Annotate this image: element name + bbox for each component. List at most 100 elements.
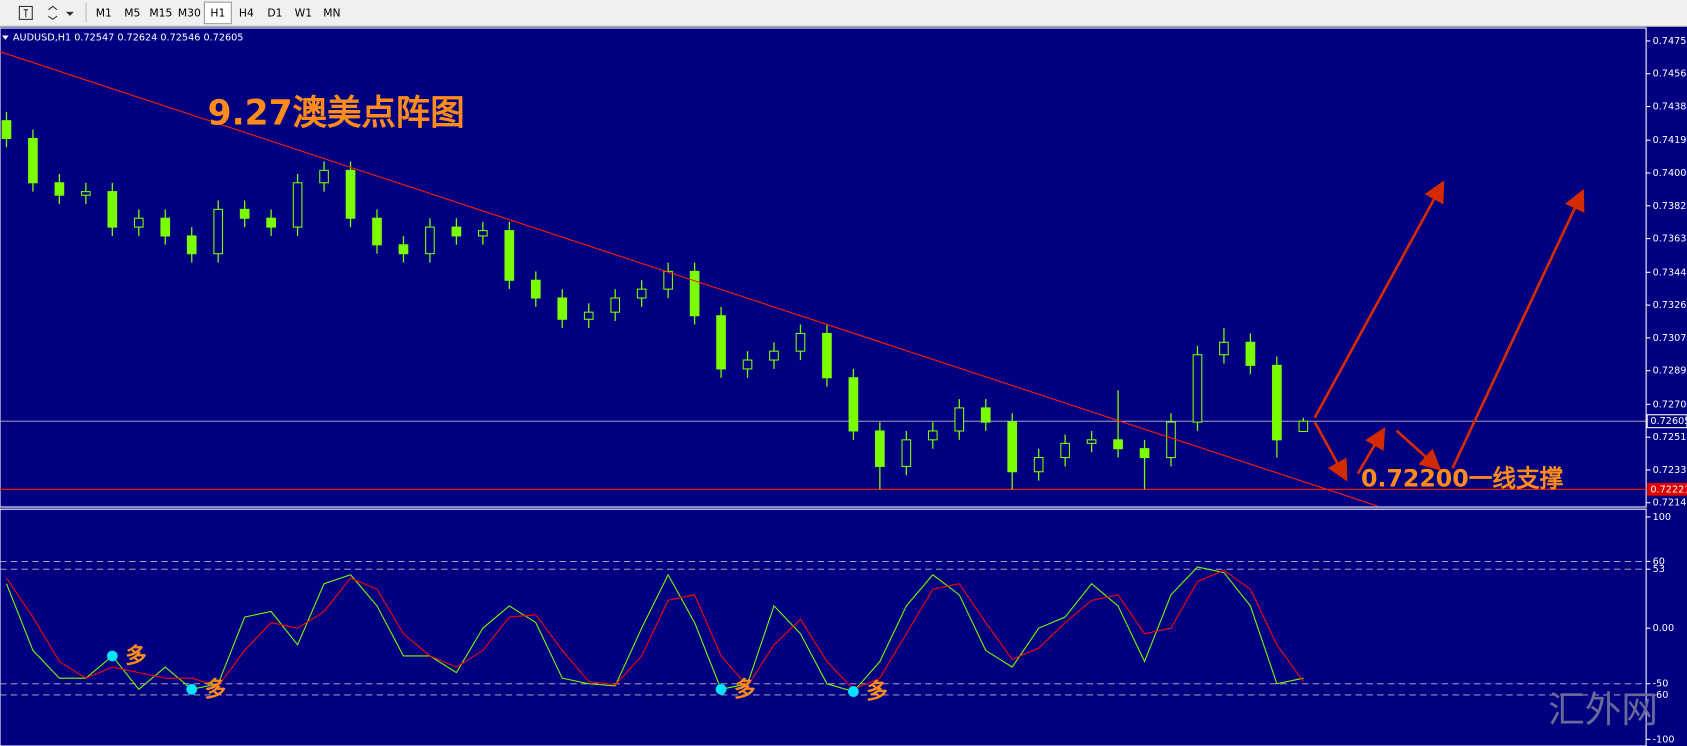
candle-body [1, 120, 12, 139]
toolbar-icons [18, 3, 87, 23]
candle-body [186, 235, 197, 255]
candle-body [954, 407, 965, 432]
toolbar [0, 0, 1687, 27]
support-label: 0.72200一线支撑 [1361, 465, 1564, 493]
candle-body [213, 208, 224, 255]
candle-body [583, 311, 594, 320]
timeframe-label[interactable]: W1 [295, 6, 312, 19]
y-tick-label: 53 [1653, 564, 1665, 575]
candle-body [1192, 354, 1203, 423]
signal-dot [106, 650, 118, 662]
arrow [1313, 180, 1445, 419]
timeframes: M1 M5 M15 M30 H1 H4 D1 W1 MN [96, 1, 341, 25]
arrow [1313, 421, 1348, 482]
candle-body [1272, 364, 1282, 441]
candle-body [742, 359, 753, 370]
timeframe-button[interactable] [203, 1, 232, 25]
candle-body [451, 226, 462, 237]
timeframe-label[interactable]: M30 [178, 6, 201, 19]
candle-body [1086, 439, 1097, 444]
y-tick-label: -100 [1653, 734, 1675, 745]
candle-body [636, 288, 647, 299]
annotation: 9.27澳美点阵图 [208, 94, 465, 134]
candle-body [1007, 421, 1018, 473]
candle-body [875, 430, 885, 467]
symbol-title: AUDUSD,H1 0.72547 0.72624 0.72546 0.7260… [13, 33, 244, 44]
support-price-label: 0.72221 [1650, 484, 1687, 495]
candle-body [980, 407, 991, 423]
timeframe-label[interactable]: M15 [149, 6, 172, 19]
text-tool[interactable] [18, 5, 33, 20]
support-price-tag [1647, 482, 1687, 496]
current-price-tag [1646, 414, 1687, 429]
candle-body [1219, 341, 1229, 356]
timeframe-label[interactable]: M1 [96, 6, 112, 19]
watermark: 汇外网 [1548, 688, 1658, 731]
y-tick-label: 0.73635 [1653, 234, 1687, 245]
signal-dot [848, 686, 859, 697]
candle-body [398, 244, 409, 255]
candle-body [1113, 439, 1123, 450]
candle-body [927, 430, 938, 441]
arrow [1356, 427, 1386, 475]
candle-body [504, 230, 515, 281]
candle-body [663, 270, 673, 290]
candle-body [319, 169, 329, 184]
arrow [1395, 429, 1442, 471]
y-tick-label: -50 [1653, 679, 1669, 690]
oscillator-chart: 10060530.00-50-60-100多多多多 [0, 512, 1675, 745]
candle-body [1060, 442, 1070, 459]
title-triangle [2, 35, 9, 40]
candle-body [1245, 341, 1256, 366]
candle-body [530, 279, 541, 299]
candle-body [266, 217, 276, 228]
candle-body [557, 297, 568, 320]
oscillator-panel [0, 508, 1647, 746]
trend-line [0, 51, 1378, 507]
signal-label: 多 [125, 643, 147, 669]
candle-body [1033, 457, 1044, 473]
timeframe-label[interactable]: MN [323, 6, 340, 19]
candle-body [769, 350, 779, 361]
y-tick-label: 0.74005 [1653, 168, 1687, 179]
arrows-tool[interactable] [48, 5, 58, 21]
y-tick-label: 100 [1653, 512, 1671, 523]
timeframe-label[interactable]: H4 [239, 6, 254, 19]
forecast-arrows [1313, 180, 1585, 482]
y-tick-label: 0.73075 [1653, 333, 1687, 344]
timeframe-label[interactable]: D1 [267, 6, 282, 19]
candle-body [1298, 420, 1309, 433]
text-tool-glyph [23, 9, 28, 18]
candle-body [107, 191, 118, 228]
y-tick-label: 0.72515 [1653, 432, 1687, 443]
y-tick-label: 0.74565 [1653, 69, 1687, 80]
candle-body [28, 137, 38, 184]
dropdown[interactable] [66, 11, 74, 16]
candle-body [795, 332, 806, 352]
candle-body [1139, 448, 1150, 459]
y-tick-label: 60 [1653, 556, 1665, 567]
signal-label: 多 [866, 679, 888, 705]
arrow [1451, 188, 1585, 469]
candle-body [425, 226, 435, 255]
y-tick-label: -60 [1653, 690, 1669, 701]
timeframe-label[interactable]: H1 [210, 6, 225, 19]
candle-body [133, 217, 144, 228]
candle-body [848, 377, 859, 432]
signal-dot [715, 683, 727, 695]
y-tick-label: 0.73445 [1653, 267, 1687, 278]
y-tick-label: 0.72145 [1653, 498, 1687, 509]
candle-body [610, 297, 621, 313]
timeframe-label[interactable]: M5 [124, 6, 140, 19]
candle-body [1166, 421, 1176, 459]
candle-body [160, 217, 171, 237]
